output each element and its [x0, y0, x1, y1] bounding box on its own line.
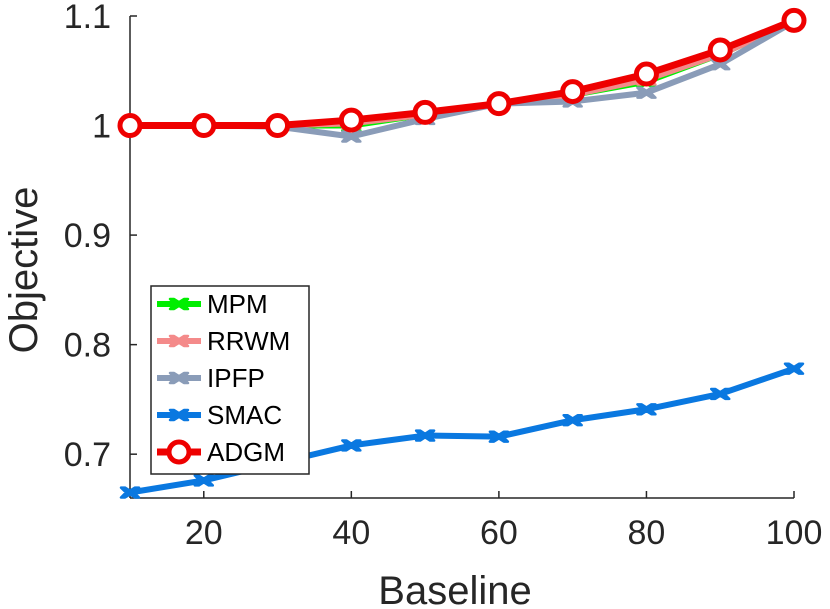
legend-item-adgm: ADGM	[157, 437, 285, 467]
data-point	[636, 403, 657, 416]
data-point	[783, 362, 805, 375]
data-point	[191, 113, 217, 139]
legend: MPM RRWM IPFP SMAC ADGM	[150, 285, 310, 475]
data-point	[193, 474, 215, 487]
y-axis-label: Objective	[2, 187, 46, 354]
data-point	[168, 334, 190, 348]
data-point	[338, 107, 364, 133]
data-point	[636, 86, 657, 99]
legend-label: SMAC	[207, 400, 282, 430]
legend-item-smac: SMAC	[157, 400, 282, 430]
data-point	[341, 439, 362, 452]
legend-label: MPM	[207, 289, 268, 319]
y-tick-label: 0.9	[64, 217, 111, 255]
x-tick-label: 80	[628, 514, 666, 552]
x-tick-label: 20	[185, 514, 223, 552]
series-line	[130, 18, 796, 140]
data-point	[562, 414, 583, 427]
data-point	[117, 113, 143, 139]
data-point	[707, 37, 733, 63]
data-point	[265, 113, 291, 139]
data-point	[166, 439, 192, 465]
series-line	[130, 17, 796, 130]
data-point	[709, 387, 731, 401]
data-point	[781, 7, 807, 33]
data-point	[486, 91, 512, 117]
data-point	[488, 430, 510, 443]
x-tick-label: 60	[480, 514, 518, 552]
legend-item-rrwm: RRWM	[157, 326, 290, 356]
x-axis-label: Baseline	[378, 569, 531, 609]
data-point	[414, 429, 436, 442]
data-point	[168, 297, 190, 311]
axes: 20 40 60 80 100 0.7 0.8 0.9 1 1.1	[64, 0, 823, 552]
x-tick-label: 100	[766, 514, 823, 552]
legend-label: RRWM	[207, 326, 290, 356]
y-tick-label: 1.1	[64, 0, 111, 36]
data-point	[560, 79, 586, 105]
x-tick-label: 40	[332, 514, 370, 552]
legend-label: ADGM	[207, 437, 285, 467]
data-point	[412, 99, 438, 125]
data-point	[168, 408, 190, 422]
legend-item-ipfp: IPFP	[157, 363, 265, 393]
legend-item-mpm: MPM	[157, 289, 268, 319]
legend-label: IPFP	[207, 363, 265, 393]
data-point	[341, 130, 362, 143]
y-tick-label: 0.8	[64, 327, 111, 365]
series-adgm	[117, 7, 807, 139]
y-tick-label: 1	[92, 108, 111, 146]
data-point	[168, 371, 190, 385]
data-point	[633, 61, 659, 87]
data-point	[119, 486, 141, 499]
y-tick-label: 0.7	[64, 436, 111, 474]
